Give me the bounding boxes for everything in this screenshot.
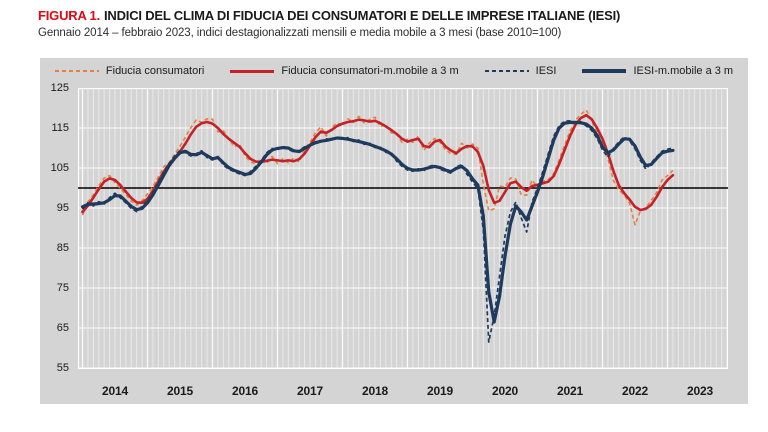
legend-label: IESI <box>535 65 557 77</box>
x-tick-label-2015: 2015 <box>167 384 193 398</box>
y-tick-label-105: 105 <box>50 162 69 174</box>
figure-number-label: FIGURA 1. <box>38 8 101 23</box>
legend-item-iesi-m-mobile-a-3-m: IESI-m.mobile a 3 m <box>582 65 733 77</box>
x-tick-label-2019: 2019 <box>427 384 453 398</box>
legend-item-fiducia-consumatori: Fiducia consumatori <box>54 65 205 77</box>
y-tick-label-95: 95 <box>56 202 69 214</box>
figure-subtitle: Gennaio 2014 – febbraio 2023, indici des… <box>38 27 562 39</box>
series-iesi <box>81 119 674 343</box>
y-tick-label-125: 125 <box>50 82 69 94</box>
series-iesi-m-mobile-a-3-m <box>80 120 675 324</box>
plot-area <box>78 88 728 369</box>
x-tick-label-2016: 2016 <box>232 384 258 398</box>
figure-title: FIGURA 1. INDICI DEL CLIMA DI FIDUCIA DEI… <box>38 8 738 23</box>
plot-border <box>78 88 728 369</box>
chart-figure: Fiducia consumatori Fiducia consumatori-m… <box>40 58 748 404</box>
y-tick-label-55: 55 <box>56 362 69 374</box>
solid-line-sample-icon <box>582 69 627 73</box>
x-tick-label-2014: 2014 <box>102 384 128 398</box>
dashed-line-sample-icon <box>54 70 99 72</box>
dashed-line-sample-icon <box>484 70 529 72</box>
solid-line-sample-icon <box>230 69 275 73</box>
series-fiducia-consumatori-m-mobile-a-3-m <box>81 113 675 214</box>
chart-legend: Fiducia consumatori Fiducia consumatori-m… <box>40 63 748 79</box>
legend-item-iesi: IESI <box>484 65 557 77</box>
legend-label: Fiducia consumatori-m.mobile a 3 m <box>281 65 459 77</box>
legend-label: IESI-m.mobile a 3 m <box>633 65 734 77</box>
legend-label: Fiducia consumatori <box>105 65 205 77</box>
y-tick-label-115: 115 <box>51 122 69 134</box>
x-tick-label-2020: 2020 <box>492 384 518 398</box>
title-block: FIGURA 1. INDICI DEL CLIMA DI FIDUCIA DEI… <box>38 8 738 39</box>
legend-item-fiducia-consumatori-m-mobile-a-3-m: Fiducia consumatori-m.mobile a 3 m <box>230 65 459 77</box>
y-tick-label-75: 75 <box>56 282 69 294</box>
x-tick-label-2021: 2021 <box>557 384 583 398</box>
x-tick-label-2018: 2018 <box>362 384 388 398</box>
y-tick-label-85: 85 <box>56 242 69 254</box>
x-tick-label-2022: 2022 <box>622 384 648 398</box>
x-tick-label-2023: 2023 <box>687 384 713 398</box>
y-tick-label-65: 65 <box>56 322 69 334</box>
figure-title-text: INDICI DEL CLIMA DI FIDUCIA DEI CONSUMAT… <box>104 8 621 23</box>
x-tick-label-2017: 2017 <box>297 384 323 398</box>
